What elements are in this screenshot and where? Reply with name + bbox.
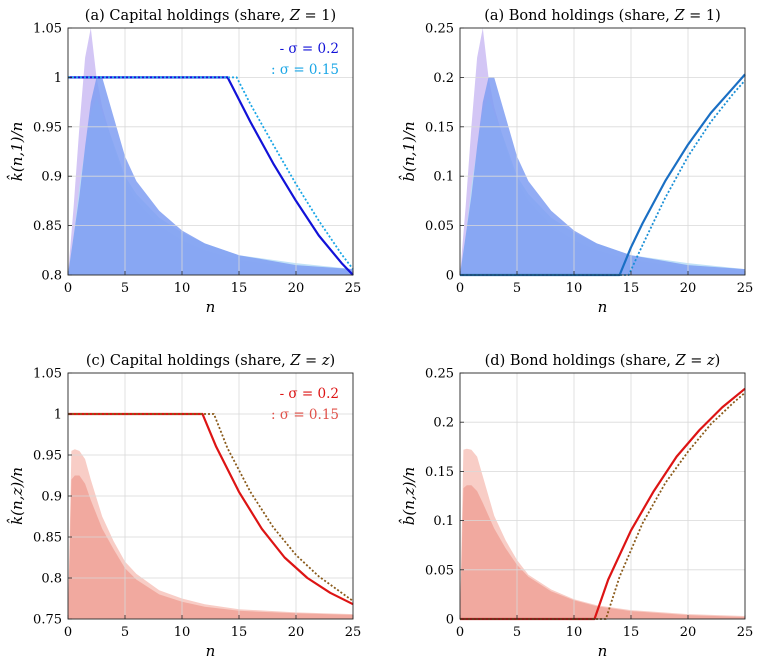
x-tick-label: 15 [623,281,640,296]
y-tick-label: 0.25 [425,367,454,382]
distribution-area-1 [68,449,353,619]
x-tick-label: 15 [623,625,640,640]
chart-title-part: Z [675,353,687,369]
y-tick-label: 0.2 [433,71,454,86]
x-tick-label: 0 [64,281,72,296]
x-tick-label: 0 [456,281,464,296]
chart-panel-3: 0 5 10 15 20 25 0.75 0.8 0.85 0.9 0.95 1 1.05 (c) Cap… [7,353,362,660]
chart-title-part: z [706,353,715,369]
y-tick-label: 0.85 [33,531,62,546]
y-axis-label: b̂(n,1)/n [399,122,418,182]
legend-entry: - σ = 0.2 [280,41,339,57]
distribution-area-2 [460,485,745,619]
axes-box [459,27,746,276]
chart-title-part: = [686,353,707,369]
y-tick-label: 0.9 [41,490,62,505]
x-tick-label: 20 [288,625,305,640]
chart-title: (a) Bond holdings (share, Z = 1) [484,8,721,24]
y-tick-label: 0.95 [33,449,62,464]
y-axis-label: k̂(n,z)/n [7,467,26,525]
x-axis-label: n [206,642,216,660]
chart-title-part: ) [715,353,721,369]
y-axis-label: k̂(n,1)/n [7,122,26,181]
y-tick-label: 0.25 [425,22,454,37]
series-line-dotted [460,392,746,620]
y-tick-label: 1.05 [33,367,62,382]
x-tick-label: 10 [566,281,583,296]
y-axis-label: b̂(n,z)/n [399,467,418,525]
chart-title: (a) Capital holdings (share, Z = 1) [85,8,336,24]
distribution-areas [68,449,353,619]
x-tick-label: 0 [456,625,464,640]
x-axis-label: n [598,642,608,660]
x-tick-label: 10 [174,281,191,296]
y-tick-label: 0.05 [425,563,454,578]
chart-title-part: (d) Bond holdings (share, [485,353,676,369]
axes-box [459,372,746,620]
chart-title-part: ) [329,353,335,369]
y-tick-label: 0.9 [41,170,62,185]
chart-title-part: z [321,353,330,369]
chart-title: (d) Bond holdings (share, Z = z) [485,353,721,369]
y-tick-label: 1.05 [33,22,62,37]
chart-title-part: = [300,353,321,369]
x-tick-label: 10 [566,625,583,640]
chart-title-part: (a) Bond holdings (share, [484,8,674,24]
y-tick-label: 0 [446,613,454,628]
x-tick-label: 0 [64,625,72,640]
chart-title-part: (a) Capital holdings (share, [85,8,290,24]
y-tick-label: 0.15 [425,120,454,135]
legend-entry: - σ = 0.2 [280,386,339,402]
chart-panel-2: 0 5 10 15 20 25 0 0.05 0.1 0.15 0.2 0.25 (a) Bond ho… [399,8,754,316]
x-tick-label: 10 [174,625,191,640]
x-tick-label: 25 [737,281,754,296]
y-tick-label: 0.15 [425,465,454,480]
y-tick-label: 0.85 [33,219,62,234]
x-tick-label: 20 [680,281,697,296]
chart-title: (c) Capital holdings (share, Z = z) [86,353,335,369]
y-tick-label: 0.2 [433,416,454,431]
chart-title-part: Z [289,353,301,369]
x-tick-label: 5 [513,625,521,640]
x-axis-label: n [206,298,216,316]
y-tick-label: 1 [54,71,62,86]
distribution-area-2 [68,475,353,619]
x-tick-label: 15 [231,625,248,640]
y-tick-label: 0.1 [433,514,454,529]
grid [459,27,746,276]
chart-panel-1: 0 5 10 15 20 25 0.8 0.85 0.9 0.95 1 1.05 (a) Capital… [7,8,362,316]
chart-title-part: = 1) [300,8,336,24]
x-tick-label: 20 [288,281,305,296]
series-line-solid [68,412,354,606]
chart-panel-4: 0 5 10 15 20 25 0 0.05 0.1 0.15 0.2 0.25 (d) Bond ho… [399,353,754,660]
x-tick-label: 15 [231,281,248,296]
x-tick-label: 5 [513,281,521,296]
y-tick-label: 1 [54,408,62,423]
y-tick-label: 0.95 [33,120,62,135]
x-tick-label: 20 [680,625,697,640]
y-tick-label: 0.8 [41,269,62,284]
x-tick-label: 25 [737,625,754,640]
series-line-dotted [68,76,354,270]
x-tick-label: 25 [345,281,362,296]
x-tick-label: 5 [121,625,129,640]
legend-entry: : σ = 0.15 [271,407,339,423]
y-tick-label: 0.1 [433,170,454,185]
x-axis-label: n [598,298,608,316]
axes-box [67,27,354,276]
x-tick-label: 5 [121,281,129,296]
chart-title-part: Z [673,8,685,24]
y-tick-label: 0.05 [425,219,454,234]
chart-title-part: Z [289,8,301,24]
y-tick-label: 0.75 [33,613,62,628]
series-line-dotted [68,413,354,602]
chart-title-part: = 1) [685,8,721,24]
y-tick-label: 0.8 [41,572,62,587]
x-tick-label: 25 [345,625,362,640]
legend-entry: : σ = 0.15 [271,62,339,78]
chart-title-part: (c) Capital holdings (share, [86,353,291,369]
distribution-areas [460,448,745,619]
y-tick-label: 0 [446,269,454,284]
